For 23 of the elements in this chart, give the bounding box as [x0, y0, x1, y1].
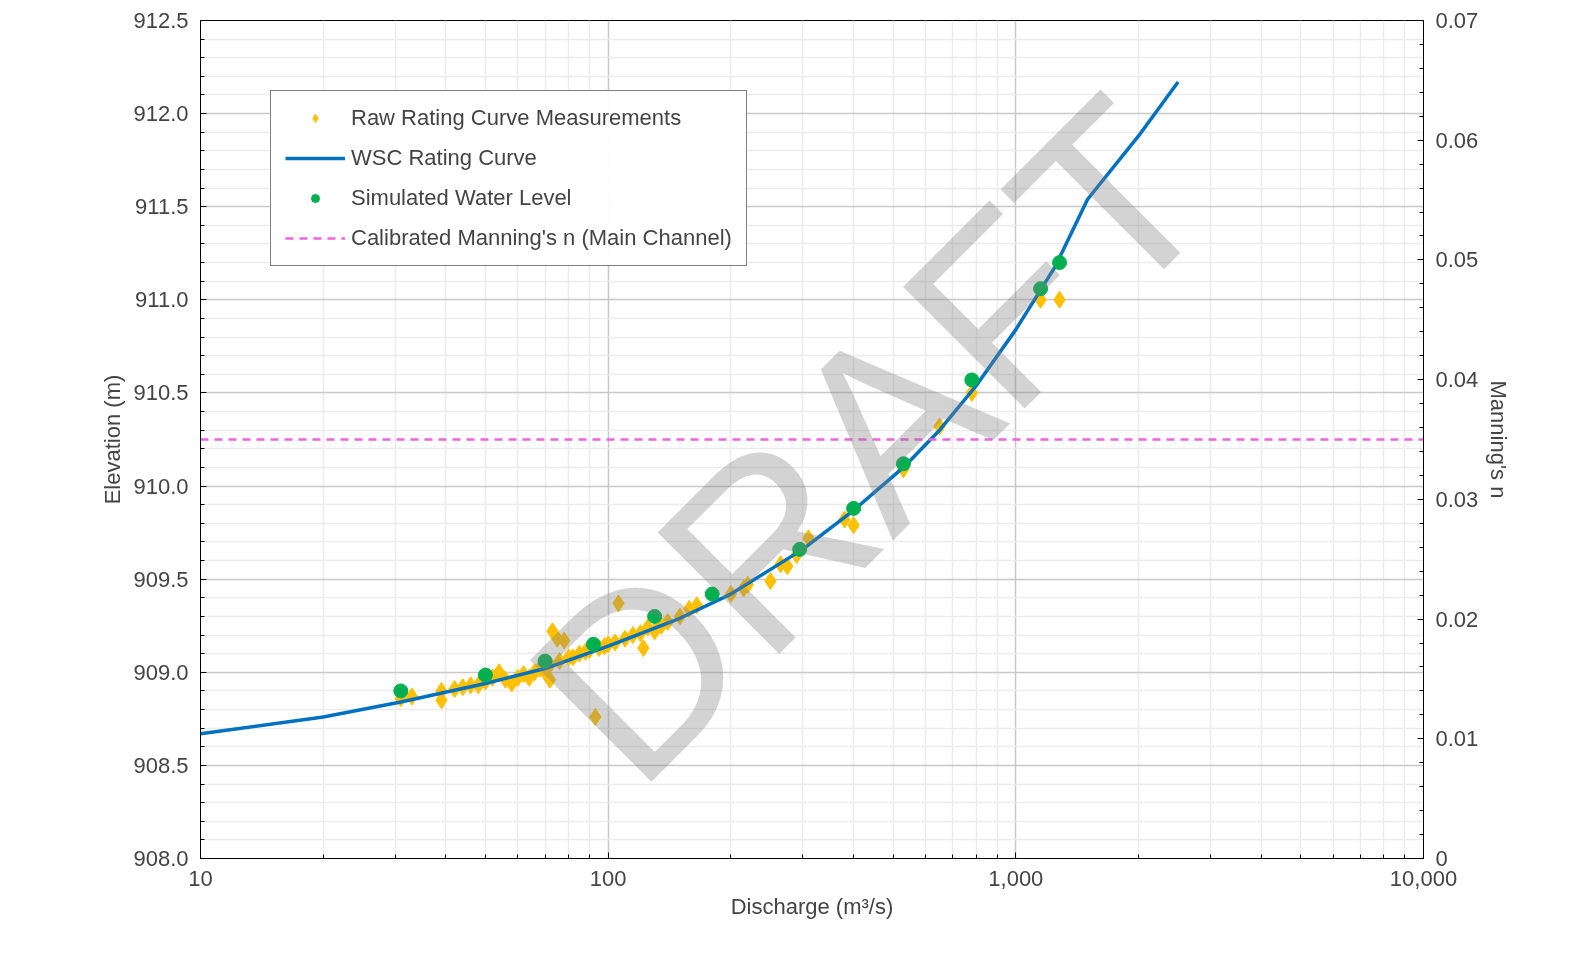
x-tick-label: 10: [188, 865, 213, 891]
y2-tick-label: 0.05: [1435, 247, 1479, 273]
y2-axis-title: Manning's n: [1486, 380, 1512, 499]
x-axis-title: Discharge (m³/s): [730, 893, 894, 919]
y-tick-label: 911.0: [135, 287, 189, 313]
y-tick-label: 909.5: [133, 566, 189, 592]
y-tick-label: 909.0: [133, 659, 189, 685]
y2-tick-label: 0.03: [1435, 486, 1479, 512]
y2-tick-label: 0.01: [1435, 726, 1479, 752]
y-tick-label: 910.0: [133, 473, 189, 499]
y-axis-title: Elevation (m): [100, 374, 126, 505]
y2-tick-label: 0.07: [1435, 8, 1479, 33]
x-tick-label: 100: [589, 865, 627, 891]
y2-tick-label: 0.02: [1435, 606, 1479, 632]
y2-tick-label: 0.04: [1435, 367, 1479, 393]
x-tick-label: 1,000: [988, 865, 1044, 891]
y-tick-label: 911.5: [135, 194, 189, 220]
y-tick-label: 910.5: [133, 380, 189, 406]
y-tick-label: 908.5: [133, 752, 189, 778]
y-tick-label: 912.5: [133, 8, 189, 33]
y2-tick-label: 0.06: [1435, 127, 1479, 153]
y-tick-label: 912.0: [133, 101, 189, 127]
y-tick-label: 908.0: [133, 846, 189, 871]
